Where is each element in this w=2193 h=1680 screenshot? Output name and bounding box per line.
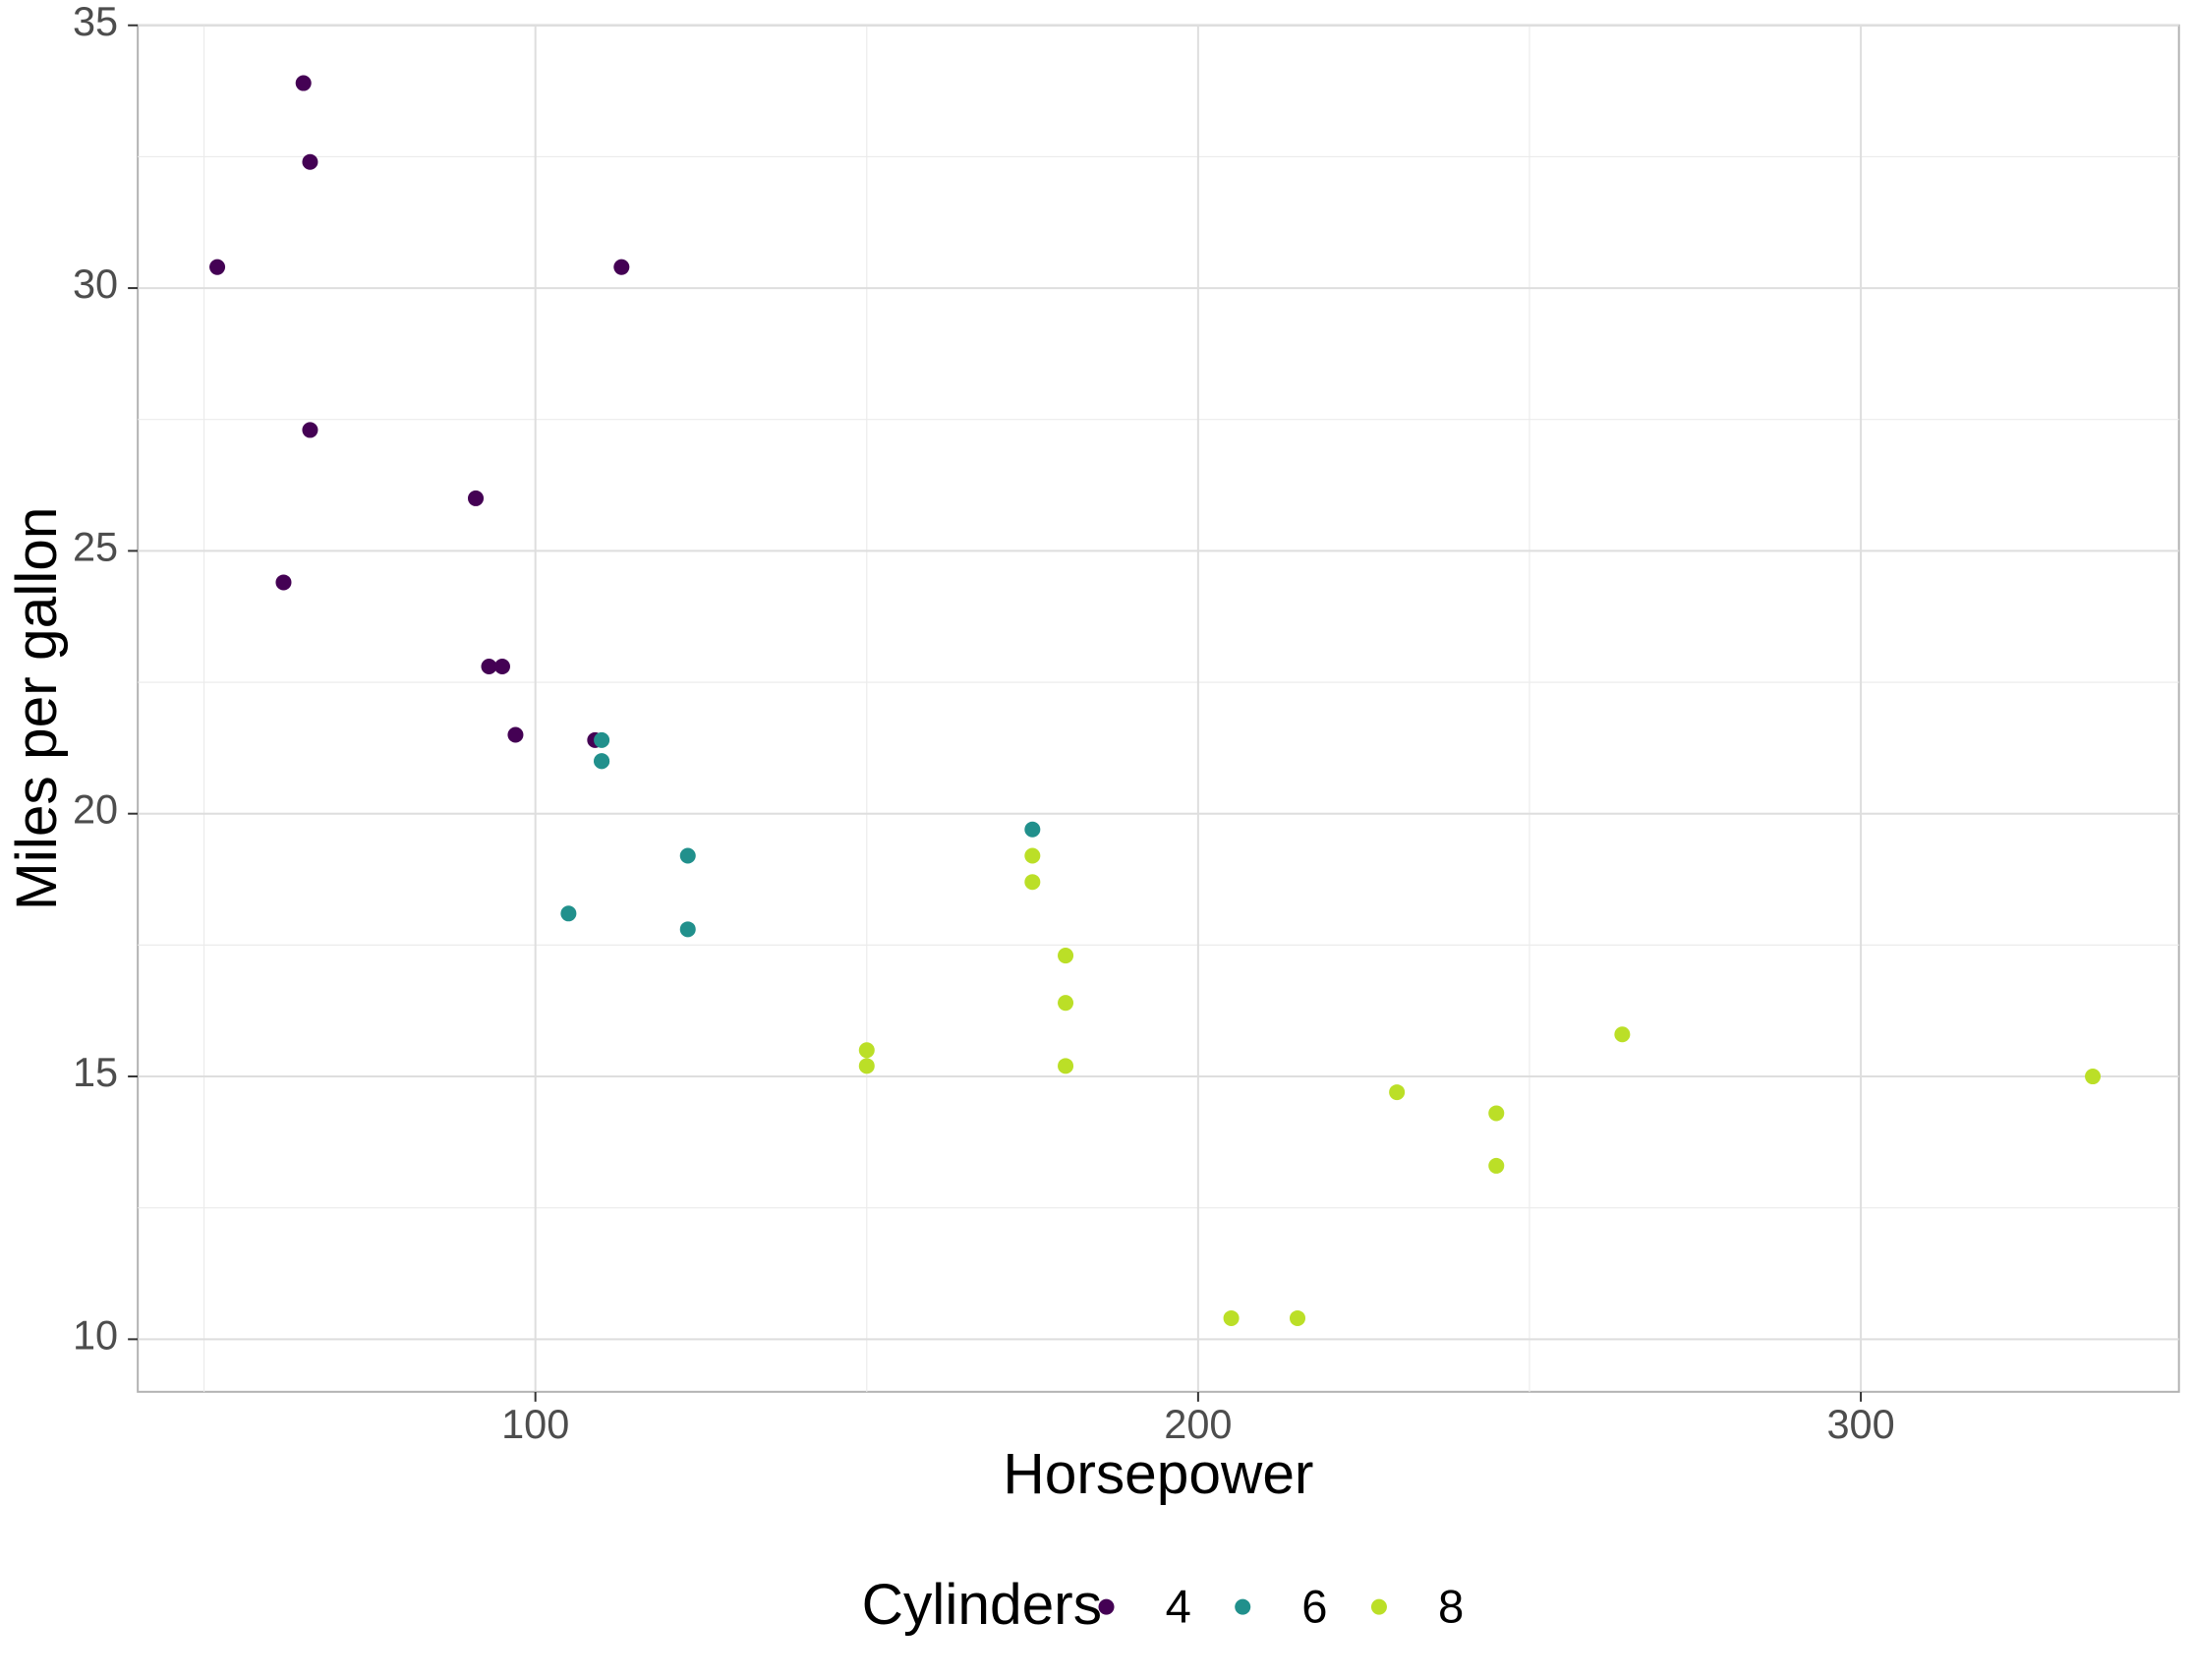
data-point-cyl-4 [493, 659, 510, 675]
data-point-cyl-6 [560, 905, 577, 922]
legend-label-4: 4 [1166, 1581, 1191, 1633]
y-tick-label: 25 [73, 523, 118, 569]
data-point-cyl-8 [1223, 1309, 1240, 1326]
data-point-cyl-6 [594, 753, 610, 770]
y-tick-label: 15 [73, 1049, 118, 1095]
data-points [209, 75, 2102, 1326]
x-tick-label: 200 [1164, 1401, 1232, 1447]
data-point-cyl-8 [858, 1042, 875, 1059]
data-point-cyl-6 [679, 847, 696, 864]
y-tick-label: 20 [73, 786, 118, 833]
y-axis-ticks: 10 15 20 25 30 35 [73, 0, 139, 1358]
legend-items: 4 6 8 [1098, 1581, 1464, 1633]
minor-gridlines [138, 25, 2179, 1392]
data-point-cyl-4 [613, 259, 630, 275]
data-point-cyl-4 [275, 574, 292, 591]
y-tick-label: 35 [73, 0, 118, 44]
data-point-cyl-8 [1389, 1084, 1406, 1101]
data-point-cyl-4 [302, 422, 318, 438]
data-point-cyl-4 [467, 490, 485, 506]
data-point-cyl-4 [209, 259, 226, 275]
data-point-cyl-8 [1058, 995, 1074, 1012]
data-point-cyl-4 [481, 659, 497, 675]
data-point-cyl-8 [2085, 1069, 2102, 1085]
data-point-cyl-6 [1024, 821, 1041, 838]
x-axis-title: Horsepower [1003, 1442, 1313, 1506]
y-tick-label: 10 [73, 1311, 118, 1358]
data-point-cyl-8 [1058, 1058, 1074, 1074]
data-point-cyl-4 [295, 75, 312, 91]
data-point-cyl-8 [1614, 1026, 1631, 1043]
legend: Cylinders 4 6 8 [862, 1573, 1465, 1637]
data-point-cyl-6 [679, 921, 696, 938]
y-tick-label: 30 [73, 261, 118, 307]
legend-title: Cylinders [862, 1573, 1102, 1637]
legend-label-8: 8 [1438, 1581, 1464, 1633]
legend-key-6 [1235, 1598, 1251, 1615]
x-tick-label: 100 [501, 1401, 569, 1447]
data-point-cyl-8 [858, 1058, 875, 1074]
x-axis-ticks: 100 200 300 [501, 1391, 1895, 1447]
data-point-cyl-4 [302, 153, 318, 170]
plot-panel [137, 24, 2180, 1393]
data-point-cyl-8 [1024, 847, 1041, 864]
data-point-cyl-8 [1488, 1105, 1505, 1122]
legend-key-8 [1370, 1598, 1387, 1615]
legend-key-4 [1098, 1598, 1115, 1615]
data-point-cyl-6 [594, 731, 610, 748]
legend-label-6: 6 [1301, 1581, 1327, 1633]
data-point-cyl-8 [1058, 948, 1074, 964]
data-point-cyl-4 [507, 726, 524, 743]
data-point-cyl-8 [1024, 874, 1041, 891]
major-gridlines [138, 24, 2179, 1392]
y-axis-title: Miles per gallon [5, 506, 69, 910]
x-tick-label: 300 [1826, 1401, 1894, 1447]
data-point-cyl-8 [1488, 1157, 1505, 1174]
data-point-cyl-8 [1289, 1309, 1306, 1326]
